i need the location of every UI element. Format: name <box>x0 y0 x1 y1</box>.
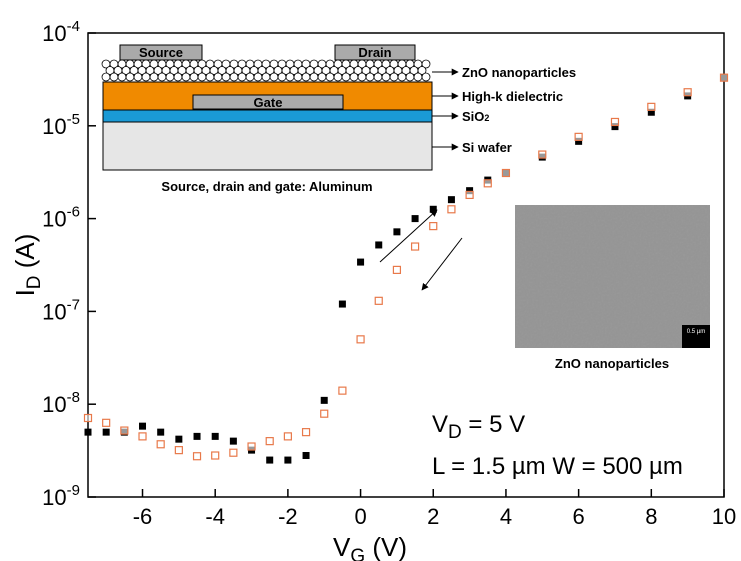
data-point <box>647 102 656 111</box>
layer-label: ZnO nanoparticles <box>462 65 576 80</box>
data-point <box>357 258 365 266</box>
annotation: VD = 5 V <box>432 411 525 443</box>
x-tick-label: -6 <box>133 504 153 529</box>
data-point <box>338 386 347 395</box>
reverse-arrow <box>421 237 463 291</box>
annotation: L = 1.5 µm W = 500 µm <box>432 453 683 480</box>
data-point <box>284 456 292 464</box>
y-tick-label: 10-4 <box>42 18 80 46</box>
data-point <box>83 413 93 423</box>
x-tick-label: 0 <box>354 504 366 529</box>
layer-label: Si wafer <box>462 140 512 155</box>
data-point <box>683 88 692 97</box>
data-point <box>374 296 383 305</box>
data-point <box>120 426 129 435</box>
drain-label: Drain <box>358 45 391 60</box>
data-point <box>102 418 111 427</box>
gate-label: Gate <box>254 95 283 110</box>
scale-bar-label: 0.5 µm <box>687 329 705 335</box>
image-caption: ZnO nanoparticles <box>555 356 669 371</box>
data-point <box>247 442 256 451</box>
sem-image <box>515 205 710 348</box>
data-point <box>483 179 492 188</box>
source-label: Source <box>139 45 183 60</box>
forward-arrow <box>379 209 438 263</box>
data-point <box>465 190 474 200</box>
y-tick-label: 10-7 <box>42 296 80 324</box>
y-tick-label: 10-8 <box>42 389 80 417</box>
data-point <box>102 428 110 436</box>
data-point <box>393 228 401 236</box>
x-tick-label: 4 <box>500 504 512 529</box>
data-point <box>466 187 474 195</box>
data-point <box>610 117 620 127</box>
device-diagram <box>101 44 459 171</box>
data-point <box>538 150 547 159</box>
data-point <box>174 446 183 455</box>
data-point <box>429 222 438 231</box>
data-point <box>320 396 328 404</box>
data-point <box>266 456 274 464</box>
data-point <box>356 335 365 344</box>
data-point <box>411 215 419 223</box>
data-point <box>429 205 437 213</box>
data-point <box>501 168 511 178</box>
data-point <box>410 242 420 251</box>
y-axis-label: ID (A) <box>10 234 45 297</box>
data-point <box>157 428 165 436</box>
data-point <box>283 432 292 441</box>
data-point <box>139 422 147 430</box>
data-point <box>375 241 383 249</box>
x-tick-label: 6 <box>573 504 585 529</box>
data-point <box>574 132 583 141</box>
data-point <box>575 137 583 145</box>
y-tick-label: 10-6 <box>42 204 80 232</box>
data-point <box>320 409 329 418</box>
data-point <box>192 452 202 461</box>
data-point <box>193 432 201 440</box>
data-point <box>229 437 237 445</box>
data-point <box>211 451 220 460</box>
data-point <box>301 428 311 437</box>
data-point <box>392 265 402 275</box>
plot-frame <box>87 32 725 498</box>
data-point <box>265 437 274 446</box>
layer-label: High-k dielectric <box>462 89 563 104</box>
x-tick-label: 10 <box>712 504 736 529</box>
x-tick-label: 2 <box>427 504 439 529</box>
data-point <box>175 435 183 443</box>
diagram-caption: Source, drain and gate: Aluminum <box>161 179 372 194</box>
data-point <box>211 432 219 440</box>
data-point <box>719 73 729 82</box>
data-point <box>84 428 92 436</box>
y-tick-label: 10-9 <box>42 482 80 510</box>
data-point <box>156 440 165 449</box>
x-axis-label: VG (V) <box>333 532 407 561</box>
layer-label: SiO2 <box>462 109 489 124</box>
x-tick-label: -2 <box>278 504 298 529</box>
data-point <box>138 432 147 441</box>
data-point <box>229 448 238 457</box>
y-tick-label: 10-5 <box>42 111 80 139</box>
data-point <box>302 452 310 460</box>
data-point <box>647 108 655 116</box>
data-point <box>338 300 346 308</box>
x-tick-label: 8 <box>645 504 657 529</box>
data-point <box>611 123 619 131</box>
x-tick-label: -4 <box>205 504 225 529</box>
data-point <box>447 205 456 214</box>
data-point <box>447 196 455 204</box>
